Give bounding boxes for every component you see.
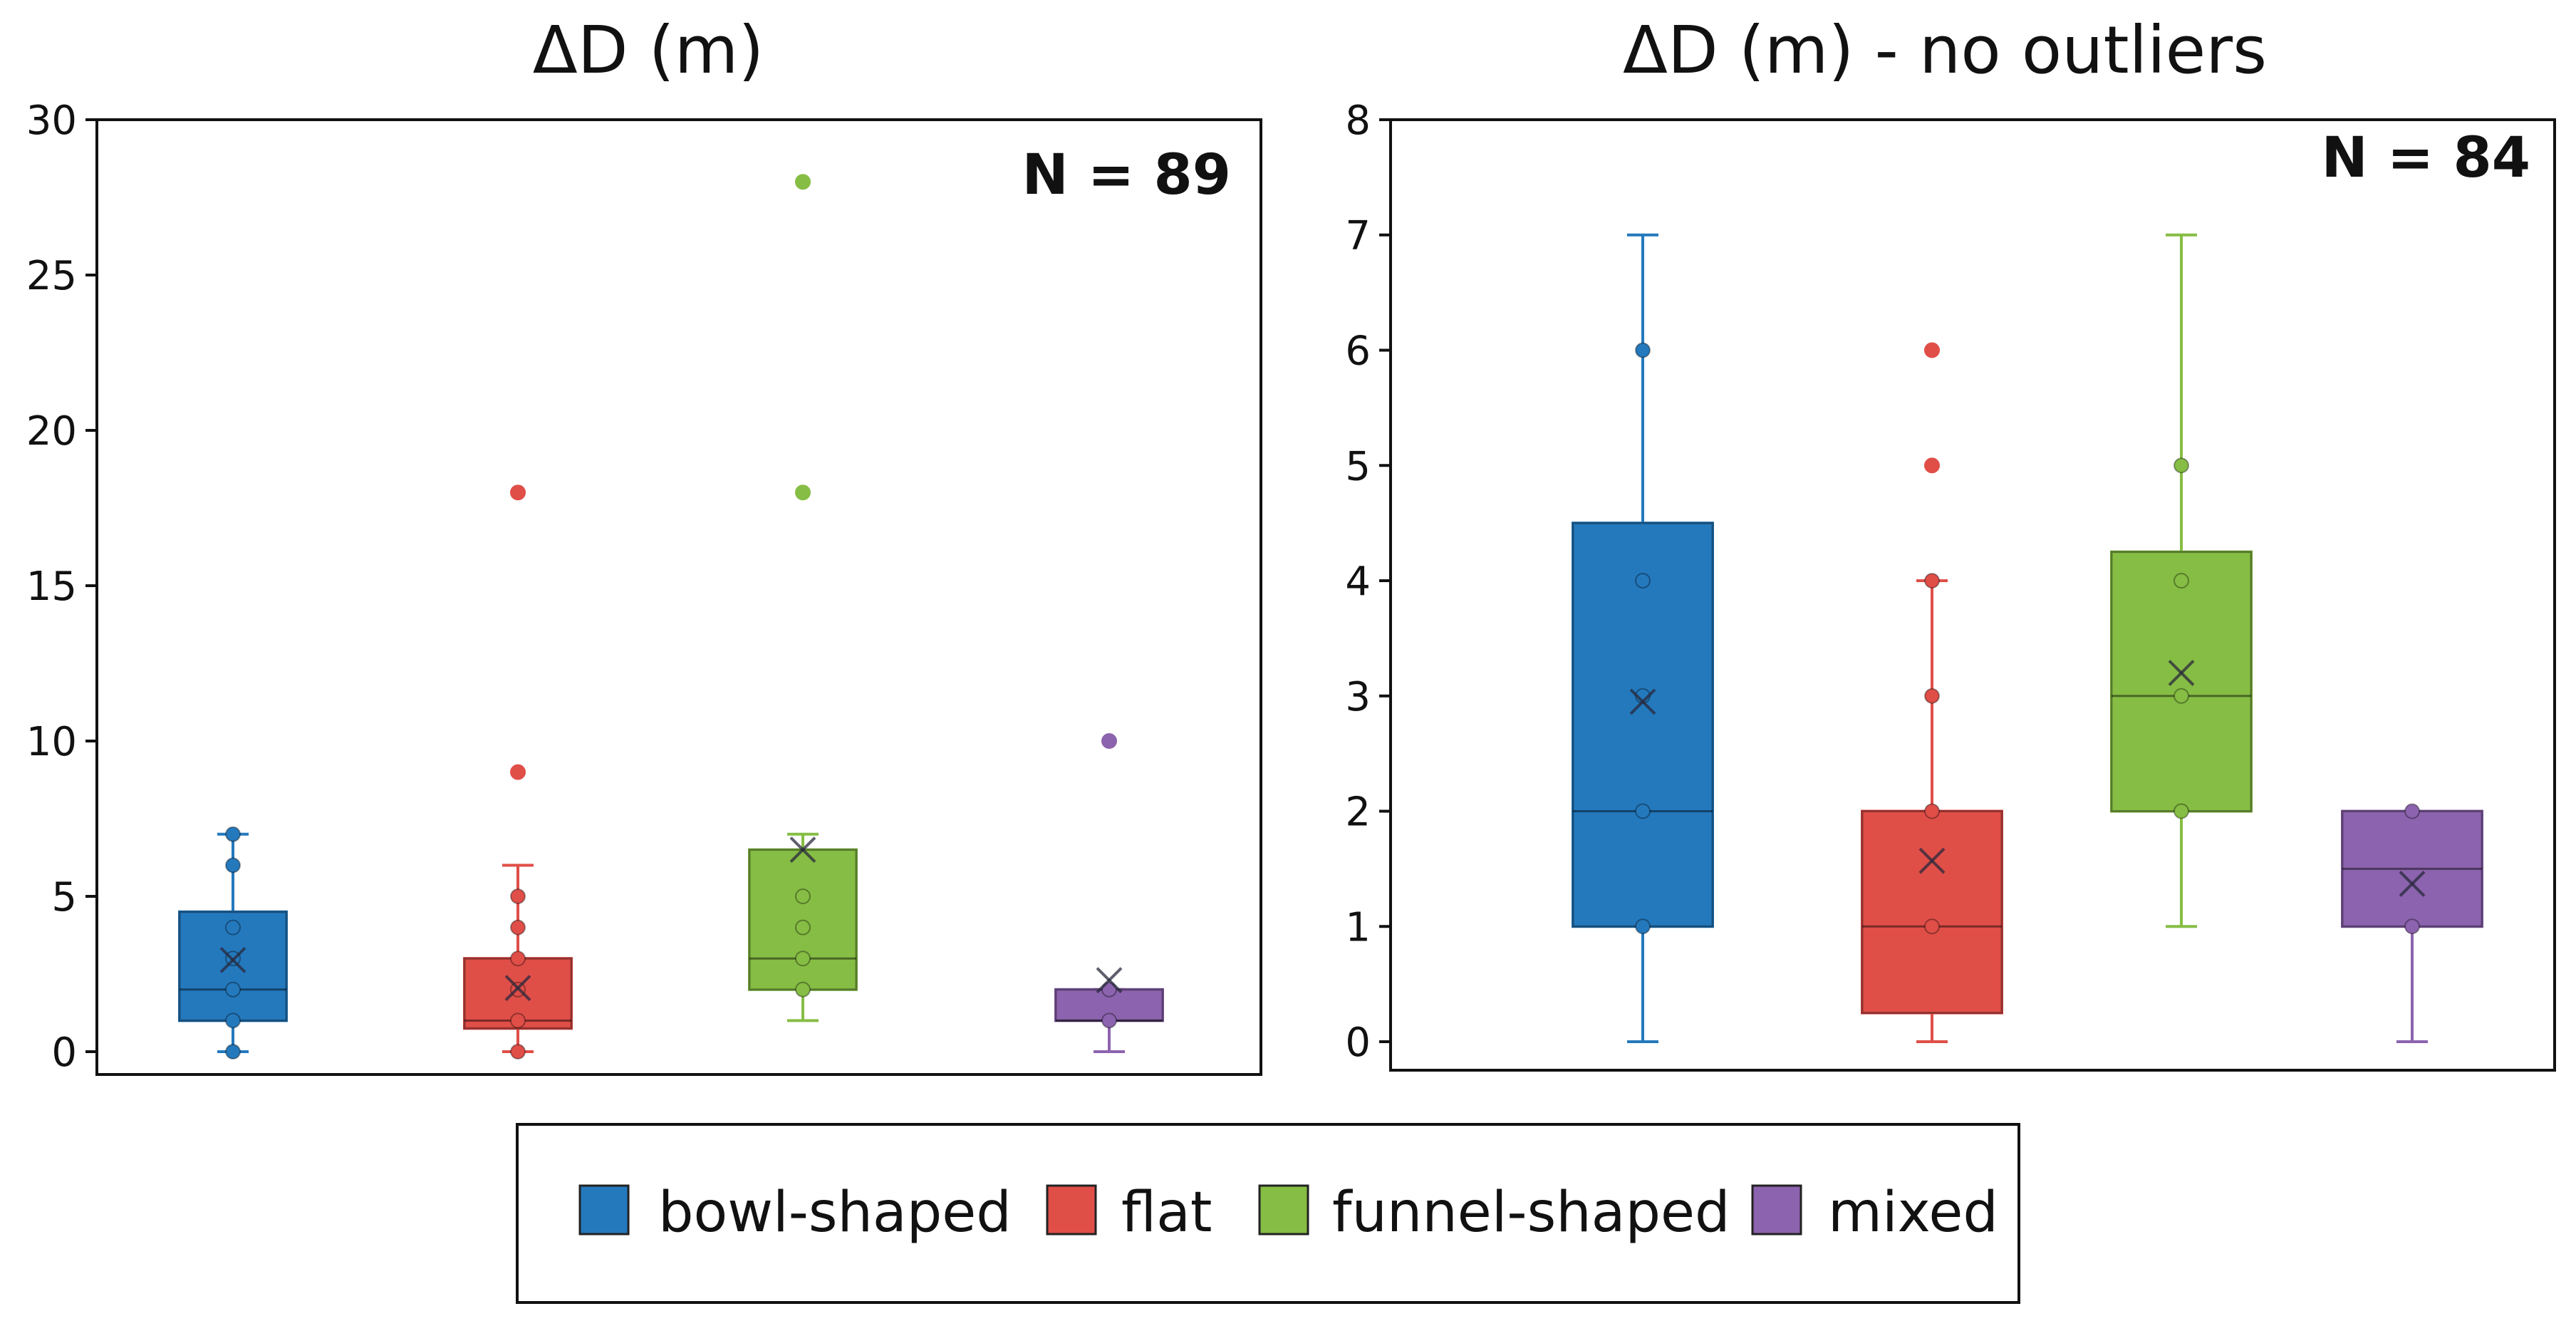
chart-panel-no-outliers: ΔD (m) - no outliers N = 84 0 1 2 3 4 5 6 7 8 (1345, 12, 2556, 1072)
inner-point (1635, 342, 1651, 358)
iqr-box (748, 848, 858, 991)
y-tick-label: 20 (26, 408, 77, 455)
y-tick-label: 5 (51, 874, 77, 921)
y-tick-label: 0 (51, 1030, 77, 1076)
inner-point (225, 857, 241, 874)
inner-point (510, 1012, 526, 1029)
y-tick-label: 0 (1345, 1020, 1371, 1066)
sample-size-label: N = 89 (1022, 143, 1232, 207)
plot-area (95, 118, 1262, 1076)
inner-point (1924, 688, 1940, 704)
inner-point (795, 981, 811, 998)
mean-marker (504, 975, 531, 1002)
legend-swatch-flat (1046, 1184, 1097, 1236)
mean-marker (1918, 847, 1946, 874)
box-mixed (2341, 803, 2483, 1043)
mean-marker (789, 836, 816, 864)
outlier-point (795, 174, 811, 190)
inner-point (225, 826, 241, 842)
inner-point (2174, 803, 2189, 819)
outlier-point (795, 485, 811, 501)
chart-title: ΔD (m) - no outliers (1623, 12, 2267, 88)
y-tick-label: 2 (1345, 789, 1371, 836)
iqr-box (1572, 522, 1714, 928)
y-tick-label: 25 (26, 253, 77, 299)
legend-swatch-mixed (1751, 1184, 1802, 1236)
box-funnel-shaped (748, 174, 858, 1022)
inner-point (225, 919, 241, 936)
inner-point (1924, 803, 1940, 819)
inner-point (510, 889, 526, 904)
chart-panel-all: ΔD (m) N = 89 0 5 10 15 20 25 30 (26, 12, 1262, 1076)
y-tick-label: 4 (1345, 559, 1371, 605)
outlier-point (1101, 733, 1117, 749)
y-tick-label: 8 (1345, 98, 1371, 144)
inner-point (1101, 981, 1117, 998)
legend-swatch-funnel-shaped (1258, 1184, 1309, 1236)
mean-marker (219, 946, 246, 973)
inner-point (1635, 918, 1651, 935)
mean-marker (2399, 870, 2426, 897)
inner-point (510, 951, 526, 967)
inner-point (2174, 573, 2189, 589)
outlier-point (1924, 457, 1940, 474)
y-tick-label: 1 (1345, 904, 1371, 951)
mean-marker (1629, 688, 1656, 715)
outlier-point (510, 485, 526, 501)
box-bowl-shaped (1572, 233, 1714, 1043)
box-series (178, 174, 1164, 1060)
legend-label-mixed: mixed (1828, 1181, 1998, 1245)
iqr-box (1861, 809, 2003, 1015)
inner-point (1101, 1012, 1117, 1029)
y-tick-label: 10 (26, 719, 77, 765)
box-flat (1861, 342, 2003, 1043)
sample-size-label: N = 84 (2322, 126, 2531, 190)
inner-point (795, 889, 811, 904)
inner-point (2174, 688, 2189, 704)
mean-marker (1096, 967, 1123, 994)
y-tick-label: 15 (26, 564, 77, 610)
box-funnel-shaped (2110, 233, 2253, 928)
inner-point (225, 981, 241, 998)
inner-point (1635, 803, 1651, 819)
inner-point (1635, 573, 1651, 589)
chart-title: ΔD (m) (533, 12, 764, 88)
inner-point (795, 951, 811, 967)
inner-point (510, 1044, 526, 1060)
y-axis: 0 1 2 3 4 5 6 7 8 (1345, 98, 1391, 1066)
y-tick-label: 5 (1345, 443, 1371, 490)
outlier-point (1924, 342, 1940, 358)
iqr-box (2341, 809, 2483, 928)
box-flat (463, 485, 573, 1060)
inner-point (1924, 573, 1940, 589)
box-bowl-shaped (178, 826, 288, 1060)
mean-marker (2168, 659, 2195, 686)
inner-point (2174, 457, 2189, 474)
legend-swatch-bowl-shaped (578, 1184, 630, 1236)
inner-point (225, 1044, 241, 1060)
legend: bowl-shaped flat funnel-shaped mixed (516, 1123, 2020, 1304)
inner-point (510, 919, 526, 936)
inner-point (1924, 918, 1940, 935)
box-mixed (1054, 733, 1164, 1053)
y-tick-label: 30 (26, 98, 77, 144)
inner-point (2404, 918, 2420, 935)
box-series (1572, 233, 2483, 1043)
legend-label-funnel-shaped: funnel-shaped (1332, 1181, 1730, 1245)
y-tick-label: 3 (1345, 674, 1371, 720)
y-axis: 0 5 10 15 20 25 30 (26, 98, 97, 1076)
inner-point (795, 919, 811, 936)
iqr-box (2110, 550, 2253, 813)
y-tick-label: 6 (1345, 328, 1371, 375)
y-tick-label: 7 (1345, 213, 1371, 259)
legend-label-flat: flat (1121, 1181, 1212, 1245)
inner-point (225, 1012, 241, 1029)
inner-point (2404, 803, 2420, 819)
legend-label-bowl-shaped: bowl-shaped (658, 1181, 1012, 1245)
outlier-point (510, 764, 526, 780)
